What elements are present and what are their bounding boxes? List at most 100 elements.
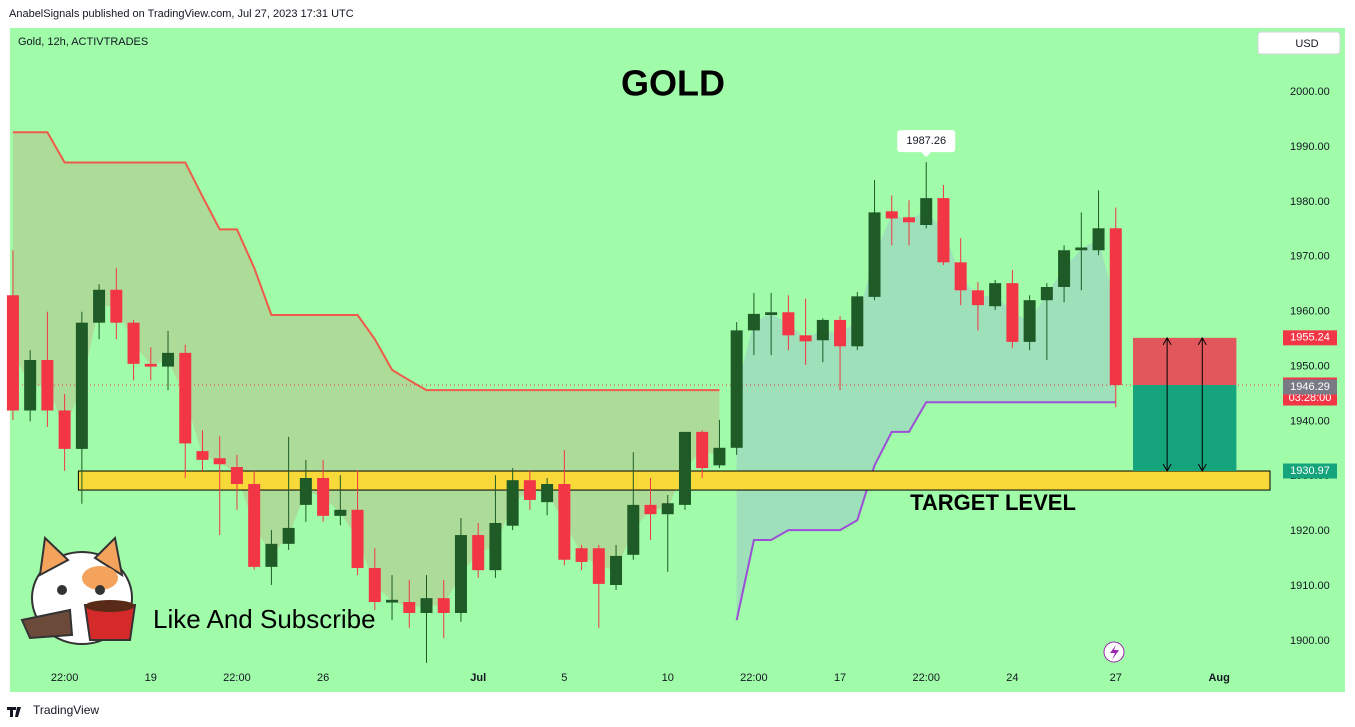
candle-body [765,312,778,316]
y-tick-label: 1990.00 [1290,141,1330,153]
x-tick-label: Jul [470,672,486,684]
candle-body [902,217,915,223]
y-tick-label: 1910.00 [1290,580,1330,592]
y-tick-label: 1920.00 [1290,525,1330,537]
x-tick-label: 10 [662,672,674,684]
candle-body [1006,283,1019,342]
x-tick-label: 26 [317,672,329,684]
arrow-head [1162,336,1172,473]
candle-body [782,312,795,336]
brand: TradingView [33,703,99,717]
tv-logo [7,707,21,717]
candle-body [989,283,1002,307]
candle-body [213,458,226,465]
candle-body [93,289,106,323]
candle-body [144,363,157,367]
candle-body [1040,287,1053,301]
candle-body [420,598,433,613]
chart-title: GOLD [621,63,725,104]
lightning-glyph [1110,645,1119,660]
price-label: 1946.29 [1290,381,1330,393]
y-tick-label: 2000.00 [1290,86,1330,98]
x-tick-label: 22:00 [740,672,768,684]
target-zone [77,470,1271,491]
trend-line [12,131,720,392]
x-tick-label: 22:00 [912,672,940,684]
candle-body [162,352,175,367]
publish-info: AnabelSignals published on TradingView.c… [9,8,354,20]
candle-body [610,555,623,585]
candle-body [558,484,571,560]
candle-body [971,290,984,306]
candle-body [541,484,554,503]
candle-body [696,431,709,469]
target-zone-position [1133,385,1237,472]
candle-body [58,410,71,449]
price-label-box [1283,379,1337,395]
candle-body [472,535,485,571]
y-tick-label: 1960.00 [1290,306,1330,318]
currency-button[interactable] [1257,31,1341,55]
candle-body [6,295,19,411]
candle-body [851,296,864,347]
candle-body [1109,228,1122,386]
candle-body [627,504,640,555]
x-tick-label: 24 [1006,672,1018,684]
stop-zone [1133,337,1237,386]
candle-body [1092,228,1105,251]
candle-body [1023,300,1036,342]
candle-body [575,548,588,562]
candle-body [230,467,243,485]
annotation: Like And Subscribe [153,604,376,634]
candle-body [179,352,192,444]
price-label-box [1283,463,1337,479]
price-label: 1930.97 [1290,465,1330,477]
candle-body [454,535,467,613]
candle-body [937,198,950,263]
candle-body [368,567,381,603]
y-tick-label: 1900.00 [1290,635,1330,647]
x-tick-label: Aug [1208,672,1229,684]
candle-body [248,484,261,567]
plot: TARGET LEVEL 1987.26 1900.00 1910.00 1920.00… [6,86,1337,684]
x-tick-label: 17 [834,672,846,684]
candle-body [334,509,347,516]
candle-body [282,527,295,544]
high-label-pointer [921,152,932,158]
high-label-box [897,130,956,153]
symbol: Gold, 12h, ACTIVTRADES [18,36,148,48]
x-tick-label: 22:00 [51,672,79,684]
candle-body [41,360,54,411]
candle-body [730,330,743,448]
candle-body [713,447,726,466]
y-tick-label: 1950.00 [1290,360,1330,372]
high-label: 1987.26 [906,135,946,147]
candle-body [592,548,605,584]
x-tick-label: 5 [561,672,567,684]
candle-body [489,522,502,571]
candle-body [196,451,209,460]
pane [10,28,1345,692]
price-label-box [1283,330,1337,346]
x-tick-label: 27 [1110,672,1122,684]
candle-body [1075,247,1088,251]
candle-body [110,289,123,323]
cat-icon [20,535,137,645]
candle-body [1058,250,1071,288]
candle-body [386,599,399,603]
candle-body [506,480,519,526]
candle-body [678,431,691,505]
candle-body [954,262,967,291]
y-tick-label: 1980.00 [1290,196,1330,208]
candle-body [816,319,829,341]
candle-body [24,360,37,411]
y-tick-label: 1970.00 [1290,251,1330,263]
candle-body [747,313,760,331]
currency[interactable]: USD [1295,38,1318,50]
candle-body [644,504,657,515]
candle-body [437,598,450,613]
candle-body [351,509,364,568]
candle-body [834,319,847,347]
x-tick-label: 22:00 [223,672,251,684]
candle-body [885,211,898,219]
